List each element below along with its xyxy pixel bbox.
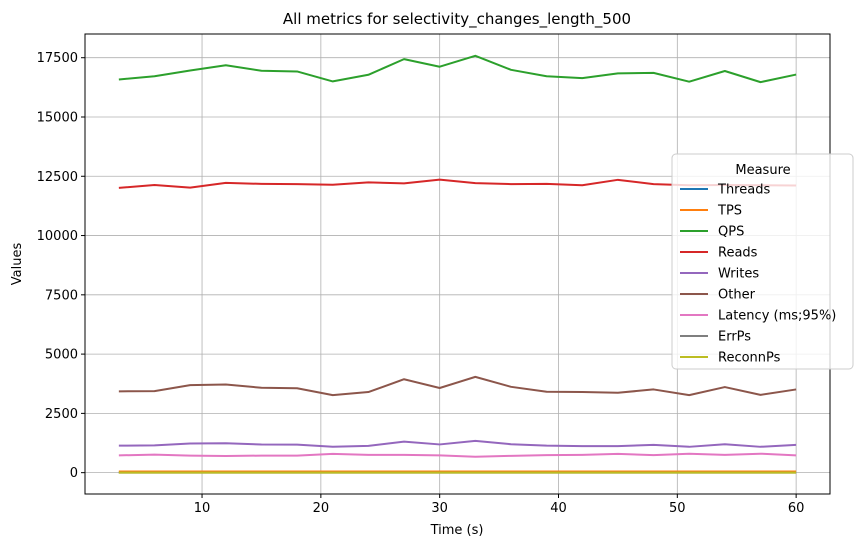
series-line-latency-ms-95 [118, 452, 797, 458]
legend-items: Threads TPS QPS Reads Writes Other Latency (ms… [680, 183, 836, 366]
series-line-qps [118, 54, 797, 84]
series-line-other [118, 375, 797, 397]
x-tick-label: 20 [313, 501, 330, 516]
legend-label-tps: TPS [717, 204, 742, 219]
x-tick-label: 60 [788, 501, 805, 516]
legend-label-latency-ms-95: Latency (ms;95%) [718, 309, 836, 324]
x-tick-label: 30 [431, 501, 448, 516]
legend-label-reads: Reads [718, 246, 758, 261]
x-tick-label: 50 [669, 501, 686, 516]
x-tick-label: 10 [194, 501, 211, 516]
legend: Measure Threads TPS QPS Reads Writes Other Lat… [671, 153, 854, 370]
y-tick-label: 17500 [37, 51, 78, 66]
y-axis-label: Values [10, 243, 25, 286]
y-tick-label: 10000 [37, 229, 78, 244]
x-axis-label: Time (s) [430, 523, 484, 538]
legend-label-threads: Threads [717, 183, 770, 198]
y-tick-label: 12500 [37, 170, 78, 185]
y-tick-label: 5000 [45, 348, 78, 363]
y-tick-label: 15000 [37, 110, 78, 125]
legend-label-errps: ErrPs [718, 330, 751, 345]
legend-label-writes: Writes [718, 267, 759, 282]
x-tick-label: 40 [550, 501, 567, 516]
legend-box [671, 153, 854, 370]
axis-ticks: 10 20 30 40 50 60 0 2500 5000 7500 10000 12500 15000… [37, 51, 805, 516]
chart-title: All metrics for selectivity_changes_leng… [283, 10, 631, 29]
legend-label-reconnps: ReconnPs [718, 351, 781, 366]
y-tick-label: 0 [70, 466, 78, 481]
series-lines [118, 54, 797, 474]
legend-title: Measure [735, 163, 790, 178]
legend-label-qps: QPS [718, 225, 744, 240]
legend-label-other: Other [718, 288, 756, 303]
y-tick-label: 7500 [45, 288, 78, 303]
y-tick-label: 2500 [45, 407, 78, 422]
series-line-writes [118, 439, 797, 448]
